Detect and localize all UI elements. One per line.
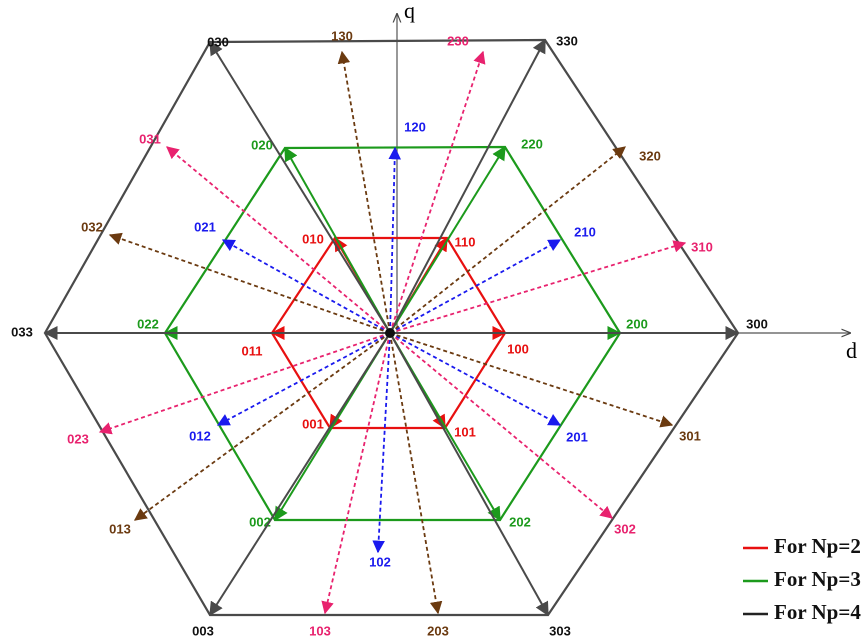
vector-label: 020 xyxy=(251,137,273,152)
vector-arrow xyxy=(389,332,549,617)
vector-arrow xyxy=(389,145,506,334)
vector-label: 201 xyxy=(566,429,588,444)
legend-label: For Np=2 xyxy=(774,534,861,558)
vectors: 100 110 010 011 001 101 200 220 020 022 002 202 300 3… xyxy=(11,28,768,638)
vector-arrow xyxy=(209,332,391,617)
vector-arrow xyxy=(321,332,391,615)
vector-label: 033 xyxy=(11,324,33,339)
vector-label: 002 xyxy=(249,514,271,529)
vector-arrow xyxy=(389,50,486,334)
vector-label: 101 xyxy=(454,424,476,439)
vector-arrow xyxy=(389,332,674,428)
vector-arrow xyxy=(98,332,391,435)
vector-label: 130 xyxy=(331,28,353,43)
vector-label: 302 xyxy=(614,521,636,536)
vector-arrow xyxy=(389,332,443,615)
vector-label: 100 xyxy=(507,341,529,356)
vector-label: 031 xyxy=(139,131,161,146)
vector-arrow xyxy=(209,40,391,334)
vector-label: 013 xyxy=(109,521,131,536)
vector-label: 301 xyxy=(679,428,701,443)
vector-arrow xyxy=(337,50,391,334)
vector-label: 001 xyxy=(302,416,324,431)
vector-label: 003 xyxy=(192,623,214,638)
vector-label: 021 xyxy=(194,219,216,234)
vector-label: 110 xyxy=(455,234,476,249)
vector-label: 220 xyxy=(521,136,543,151)
d-label: d xyxy=(846,338,857,363)
vector-label: 030 xyxy=(207,34,229,49)
vector-label: 210 xyxy=(574,224,596,239)
vector-label: 103 xyxy=(309,623,331,638)
vector-arrow xyxy=(389,239,562,334)
vector-label: 300 xyxy=(746,316,768,331)
legend-label: For Np=4 xyxy=(774,600,861,624)
vector-label: 032 xyxy=(81,219,103,234)
vector-label: 230 xyxy=(447,33,469,48)
vector-label: 202 xyxy=(509,514,531,529)
vector-label: 023 xyxy=(67,431,89,446)
vector-arrow xyxy=(389,332,562,426)
vector-arrow xyxy=(389,146,626,334)
vector-arrow xyxy=(133,332,391,521)
vector-arrow xyxy=(166,146,391,334)
vector-label: 120 xyxy=(404,119,426,134)
vector-label: 102 xyxy=(369,554,391,569)
legend-label: For Np=3 xyxy=(774,567,861,591)
vector-label: 330 xyxy=(556,33,578,48)
vector-label: 310 xyxy=(691,239,713,254)
vector-arrow xyxy=(221,239,391,334)
vector-arrow xyxy=(388,146,401,334)
vector-label: 011 xyxy=(242,343,263,358)
vector-label: 303 xyxy=(549,623,571,638)
vector-arrow xyxy=(216,332,391,426)
q-label: q xyxy=(404,0,415,23)
vector-arrow xyxy=(389,240,687,334)
vector-arrow xyxy=(284,146,391,334)
vector-label: 022 xyxy=(137,316,159,331)
vector-arrow xyxy=(108,232,391,334)
vector-arrow xyxy=(372,332,391,554)
vector-label: 320 xyxy=(639,148,661,163)
vector-arrow xyxy=(389,38,546,334)
vector-label: 012 xyxy=(189,428,211,443)
vector-label: 203 xyxy=(427,623,449,638)
origin xyxy=(385,328,395,338)
vector-label: 200 xyxy=(626,316,648,331)
vector-label: 010 xyxy=(302,231,324,246)
vector-arrow xyxy=(389,332,613,519)
